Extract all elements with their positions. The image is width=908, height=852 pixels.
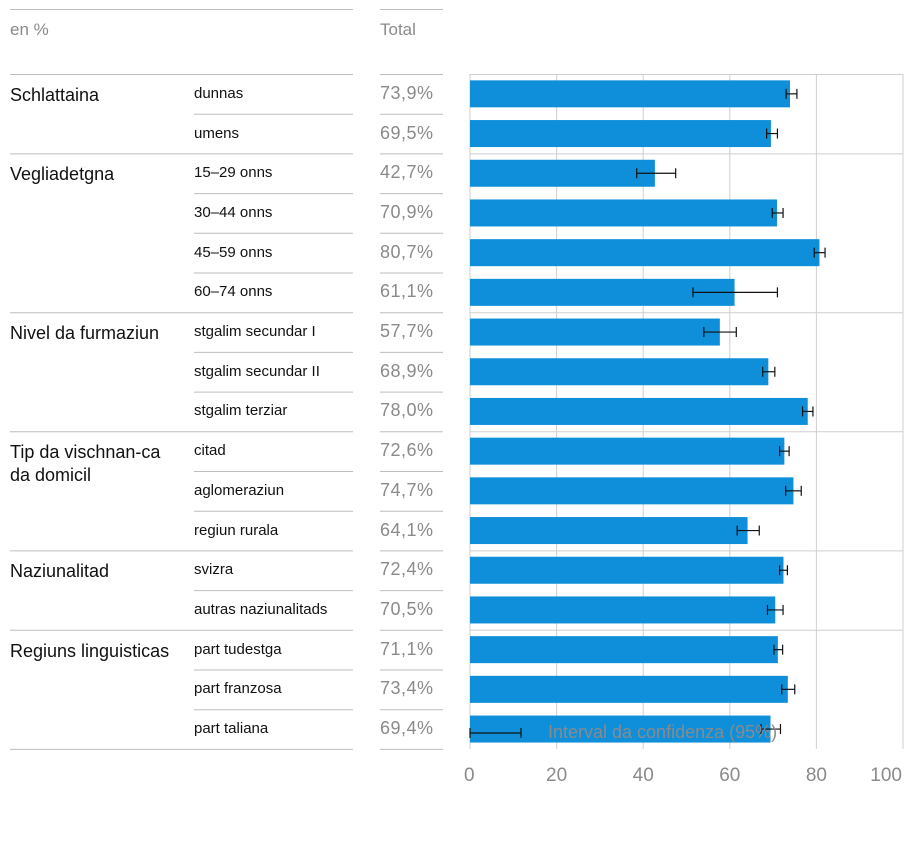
x-tick-label: 80 <box>806 765 827 786</box>
bar <box>470 358 768 385</box>
row-label: svizra <box>194 560 233 580</box>
bar <box>470 160 655 187</box>
bar <box>470 80 790 107</box>
row-total-value: 73,9% <box>380 82 434 104</box>
x-tick-label: 100 <box>870 765 902 786</box>
x-tick-label: 60 <box>719 765 740 786</box>
x-tick-label: 40 <box>633 765 654 786</box>
row-total-value: 72,6% <box>380 439 434 461</box>
row-total-value: 80,7% <box>380 241 434 263</box>
row-label: citad <box>194 441 226 461</box>
x-tick-label: 20 <box>546 765 567 786</box>
row-total-value: 69,5% <box>380 122 434 144</box>
bar <box>470 438 784 465</box>
row-total-value: 71,1% <box>380 638 434 660</box>
bar <box>470 199 777 226</box>
bar <box>470 477 793 504</box>
row-label: stgalim secundar I <box>194 322 316 342</box>
bar <box>470 676 788 703</box>
row-total-value: 69,4% <box>380 717 434 739</box>
row-total-value: 61,1% <box>380 280 434 302</box>
row-total-value: 42,7% <box>380 161 434 183</box>
row-total-value: 73,4% <box>380 677 434 699</box>
bar <box>470 319 720 346</box>
row-label: stgalim terziar <box>194 401 287 421</box>
row-label: 60–74 onns <box>194 282 272 302</box>
bar <box>470 398 808 425</box>
row-total-value: 70,9% <box>380 201 434 223</box>
row-label: part franzosa <box>194 679 282 699</box>
row-total-value: 78,0% <box>380 399 434 421</box>
row-total-value: 72,4% <box>380 558 434 580</box>
row-label: aglomeraziun <box>194 481 284 501</box>
group-label: Naziunalitad <box>10 560 170 583</box>
group-label: Schlattaina <box>10 84 170 107</box>
row-total-value: 57,7% <box>380 320 434 342</box>
bar <box>470 557 783 584</box>
bar <box>470 239 819 266</box>
row-total-value: 74,7% <box>380 479 434 501</box>
bar <box>470 596 775 623</box>
group-label: Regiuns linguisticas <box>10 640 170 663</box>
bar <box>470 517 748 544</box>
row-label: 45–59 onns <box>194 243 272 263</box>
group-label: Tip da vischnan-ca da domicil <box>10 441 170 487</box>
group-label: Vegliadetgna <box>10 163 170 186</box>
x-tick-label: 0 <box>464 765 475 786</box>
row-label: regiun rurala <box>194 521 278 541</box>
row-total-value: 64,1% <box>380 519 434 541</box>
row-label: part taliana <box>194 719 268 739</box>
row-label: dunnas <box>194 84 243 104</box>
row-label: 15–29 onns <box>194 163 272 183</box>
legend-ci-label: Interval da confidenza (95%) <box>548 722 777 743</box>
row-label: umens <box>194 124 239 144</box>
row-total-value: 70,5% <box>380 598 434 620</box>
group-label: Nivel da furmaziun <box>10 322 170 345</box>
row-total-value: 68,9% <box>380 360 434 382</box>
row-label: stgalim secundar II <box>194 362 320 382</box>
bar <box>470 636 778 663</box>
row-label: autras naziunalitads <box>194 600 327 620</box>
row-label: 30–44 onns <box>194 203 272 223</box>
row-label: part tudestga <box>194 640 282 660</box>
bar <box>470 120 771 147</box>
